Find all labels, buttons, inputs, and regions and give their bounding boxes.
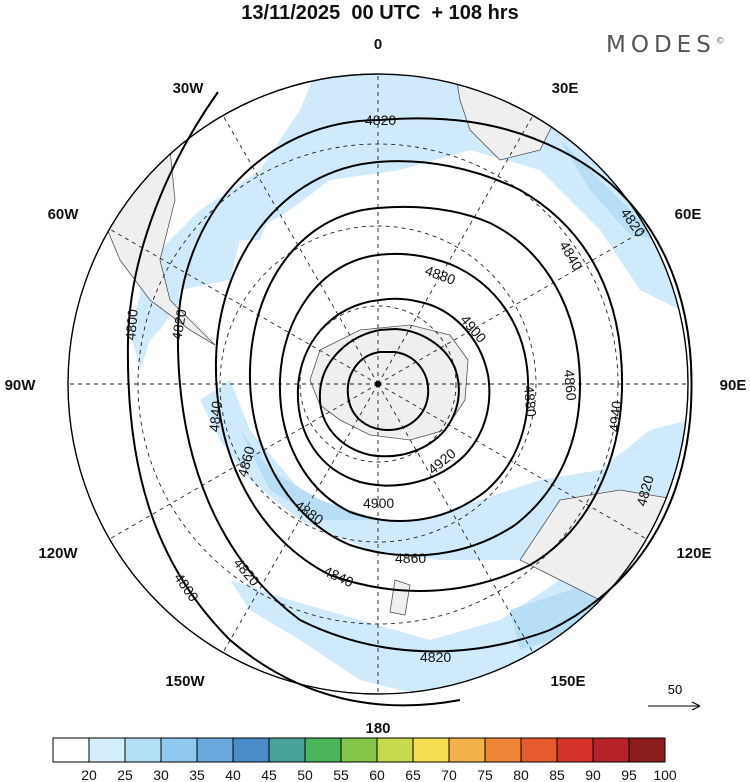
lon-label-60w: 60W [48,206,80,223]
lon-label-30e: 30E [552,80,579,97]
colorbar-swatch [196,737,234,763]
contour-label: 4820 [420,649,451,665]
contour-4940 [346,351,430,432]
colorbar-tick-label: 35 [189,767,205,782]
colorbar-tick-label: 20 [81,767,97,782]
lat-circle-80 [299,305,457,463]
colorbar-tick-label: 50 [297,767,313,782]
land-new-zealand [389,579,411,616]
colorbar-tick-label: 95 [621,767,637,782]
longitude-labels: 0 30E 60E 90E 120E 150E 180 150W 120W 90… [5,36,747,737]
colorbar-tick-label: 55 [333,767,349,782]
colorbar-swatch [88,737,126,763]
contour-label: 4820 [365,112,396,128]
contour-4820 [176,117,693,653]
colorbar-swatch [304,737,342,763]
colorbar-swatch [628,737,666,763]
wind-reference-value: 50 [668,682,682,697]
colorbar-tick-label: 65 [405,767,421,782]
colorbar-swatch [160,737,198,763]
colorbar-tick-label: 75 [477,767,493,782]
colorbar-swatch [376,737,414,763]
contour-label: 4860 [561,369,580,402]
meridian-line [222,115,379,385]
contour-label: 4900 [363,495,394,511]
contour-label: 4840 [206,400,225,433]
lon-label-30w: 30W [173,80,205,97]
colorbar-swatch [340,737,378,763]
lon-label-60e: 60E [675,206,702,223]
colorbar-swatch [484,737,522,763]
contour-label: 4820 [633,473,657,507]
colorbar-tick-label: 90 [585,767,601,782]
height-contours [126,91,693,707]
map-disk [68,74,688,694]
contour-4900 [296,297,491,487]
south-pole-marker [375,381,381,387]
lon-label-90e: 90E [720,377,747,394]
meridian-line [222,383,379,653]
wind-speed-shading [130,74,688,694]
meridian-line [377,383,534,653]
contour-label: 4860 [234,444,258,478]
colorbar-swatch [232,737,270,763]
meridian-line [377,115,534,385]
copyright-mark: © [715,36,725,47]
colorbar-swatch [124,737,162,763]
colorbar-tick-label: 40 [225,767,241,782]
lon-label-120w: 120W [38,545,78,562]
colorbar-swatch [520,737,558,763]
lon-label-180: 180 [365,720,390,737]
lon-label-90w: 90W [5,377,37,394]
colorbar-swatch [556,737,594,763]
colorbar-swatch [448,737,486,763]
contour-4800 [126,91,461,707]
colorbar-tick-label: 70 [441,767,457,782]
colorbar-swatch [592,737,630,763]
contour-label: 4800 [122,308,141,341]
contour-label: 4880 [521,385,540,418]
wind-reference: 50 [648,682,701,711]
map-frame [67,73,689,695]
colorbar-tick-label: 85 [549,767,565,782]
wind-reference-arrowhead [691,701,701,711]
meridian-line [377,228,647,385]
colorbar-swatch [412,737,450,763]
colorbar-swatch [52,737,90,763]
lon-label-150w: 150W [165,673,205,690]
colorbar-tick-label: 100 [653,767,677,782]
contour-4880 [278,252,530,522]
colorbar-tick-label: 45 [261,767,277,782]
colorbar-swatch [268,737,306,763]
lon-label-120e: 120E [676,545,711,562]
colorbar-tick-label: 30 [153,767,169,782]
meridians [68,74,688,694]
contour-label: 4860 [395,550,426,566]
brand-logo: MODES© [606,32,725,58]
brand-text: MODES [606,32,716,58]
contour-4920 [318,327,460,458]
colorbar-tick-label: 25 [117,767,133,782]
chart-title: 13/11/2025 00 UTC + 108 hrs [241,2,519,24]
lon-label-0: 0 [374,36,382,53]
colorbar: 20 25 30 35 40 45 50 55 60 65 70 75 80 85 90 95 100 [52,737,677,782]
lon-label-150e: 150E [550,673,585,690]
contour-label: 4820 [168,308,189,342]
contour-label: 4940 [606,400,625,433]
meridian-line [109,383,379,540]
jet-shading-north [130,74,688,370]
jet-shading-west [140,190,280,350]
colorbar-tick-label: 60 [369,767,385,782]
contour-4860 [248,205,582,557]
contour-4840 [214,160,624,592]
lat-circle-70 [219,225,537,543]
colorbar-tick-label: 80 [513,767,529,782]
